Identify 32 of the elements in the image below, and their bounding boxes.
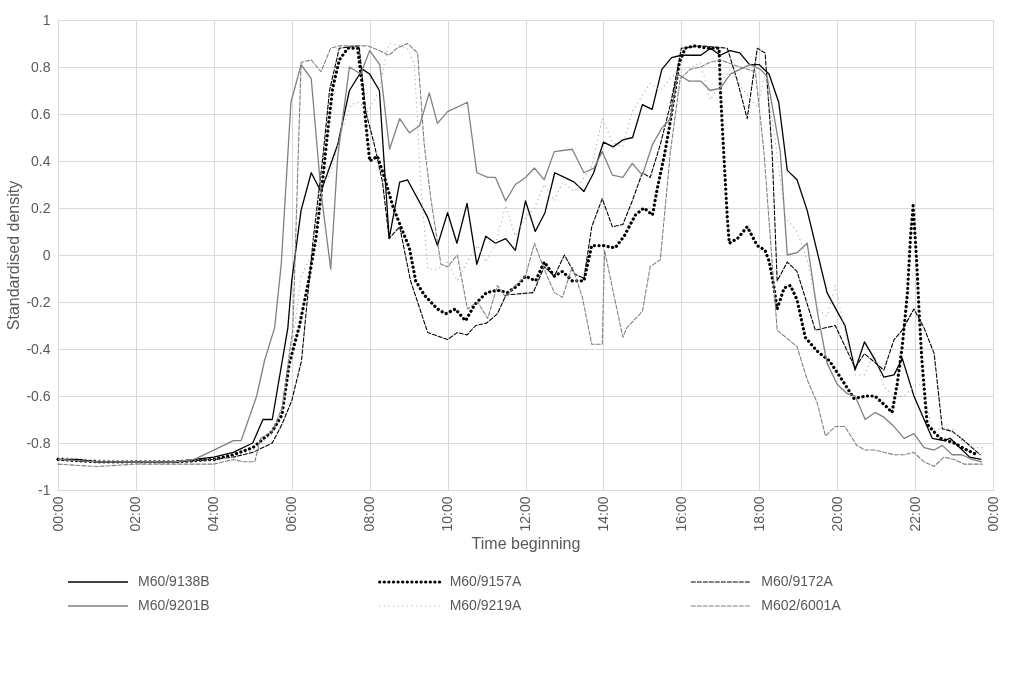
y-tick-label: -0.4 bbox=[26, 340, 51, 357]
x-tick-label: 20:00 bbox=[828, 496, 845, 532]
y-tick-label: 0.2 bbox=[31, 199, 51, 216]
x-tick-label: 16:00 bbox=[672, 496, 689, 532]
legend-label: M60/9219A bbox=[449, 597, 522, 613]
legend-label: M60/9201B bbox=[138, 597, 210, 613]
y-tick-label: 0.8 bbox=[31, 58, 51, 75]
y-tick-label: 0 bbox=[42, 246, 51, 263]
legend-label: M602/6001A bbox=[761, 597, 842, 613]
y-tick-label: -0.8 bbox=[26, 434, 51, 451]
x-axis-title: Time beginning bbox=[471, 534, 581, 552]
x-tick-label: 04:00 bbox=[205, 496, 222, 532]
x-tick-label: 10:00 bbox=[439, 496, 456, 532]
y-tick-label: -0.2 bbox=[26, 293, 51, 310]
legend-label: M60/9157A bbox=[449, 573, 522, 589]
x-tick-label: 18:00 bbox=[750, 496, 767, 532]
y-tick-label: -0.6 bbox=[26, 387, 51, 404]
y-tick-label: 1 bbox=[42, 11, 51, 28]
legend-label: M60/9172A bbox=[761, 573, 834, 589]
y-tick-label: -1 bbox=[38, 481, 51, 498]
y-tick-label: 0.4 bbox=[31, 152, 51, 169]
y-axis-title: Standardised density bbox=[5, 180, 23, 331]
x-tick-label: 22:00 bbox=[906, 496, 923, 532]
legend-label: M60/9138B bbox=[138, 573, 210, 589]
x-tick-label: 12:00 bbox=[517, 496, 533, 532]
x-tick-label: 00:00 bbox=[984, 496, 1001, 532]
x-tick-label: 02:00 bbox=[127, 496, 144, 532]
x-tick-label: 08:00 bbox=[361, 496, 378, 532]
y-tick-label: 0.6 bbox=[31, 105, 51, 122]
x-tick-label: 14:00 bbox=[594, 496, 611, 532]
x-tick-label: 06:00 bbox=[283, 496, 300, 532]
x-tick-label: 00:00 bbox=[49, 496, 66, 532]
